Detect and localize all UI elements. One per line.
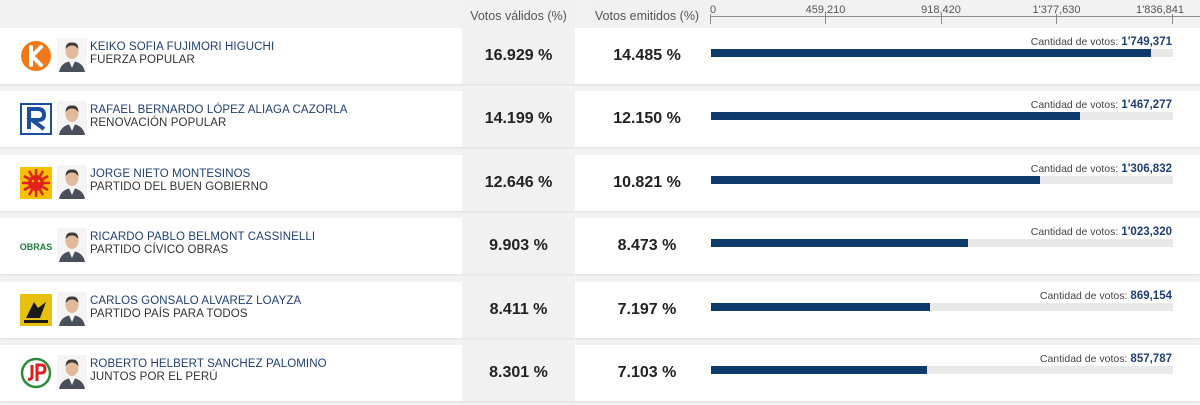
vote-bar: [711, 366, 927, 374]
emitted-votes-percent: 7.197 %: [589, 281, 705, 338]
candidate-row: ROBERTO HELBERT SANCHEZ PALOMINO JUNTOS P…: [0, 345, 1200, 401]
candidate-photo: [57, 164, 87, 199]
valid-votes-percent: 12.646 %: [462, 154, 575, 211]
votes-count: Cantidad de votos: 1'749,371: [1031, 36, 1172, 48]
vote-bar: [711, 302, 930, 311]
votes-count-label: Cantidad de votos:: [1039, 353, 1128, 365]
emitted-votes-percent: 10.821 %: [589, 154, 705, 211]
candidate-row: CARLOS GONSALO ALVAREZ LOAYZA PARTIDO PAÍ…: [0, 281, 1200, 338]
vote-bar-track: [711, 366, 1173, 374]
k-logo-icon: [20, 40, 52, 72]
axis-line: [710, 16, 1200, 17]
vote-bar: [711, 175, 1040, 184]
sun-logo-icon: [20, 166, 52, 199]
candidate-row: JORGE NIETO MONTESINOS PARTIDO DEL BUEN G…: [0, 154, 1200, 211]
votes-count-label: Cantidad de votos:: [1030, 99, 1119, 112]
votes-count-value: 1'467,277: [1121, 99, 1172, 112]
axis-tick: [825, 14, 827, 24]
votes-count: Cantidad de votos: 1'467,277: [1031, 99, 1172, 111]
jp-logo-icon: [20, 357, 52, 389]
votes-count-value: 1'306,832: [1121, 162, 1172, 175]
emitted-votes-percent: 7.103 %: [589, 345, 705, 401]
votes-count-value: 1'023,320: [1121, 226, 1172, 239]
valid-votes-percent: 9.903 %: [462, 218, 575, 275]
emitted-votes-percent: 8.473 %: [589, 218, 705, 275]
emitted-votes-percent: 14.485 %: [589, 28, 705, 84]
candidate-name: RAFAEL BERNARDO LÓPEZ ALIAGA CAZORLA: [90, 104, 348, 117]
vote-bar: [711, 49, 1151, 57]
axis-tick: [710, 14, 711, 24]
party-name: RENOVACIÓN POPULAR: [90, 117, 227, 130]
emitted-votes-header: Votos emitidos (%): [589, 0, 705, 28]
axis-tick-label: 459,210: [805, 4, 846, 16]
candidate-name: RICARDO PABLO BELMONT CASSINELLI: [90, 231, 316, 244]
axis-tick: [1172, 14, 1173, 24]
vote-bar-track: [711, 239, 1173, 248]
candidate-photo: [57, 291, 87, 326]
party-name: PARTIDO DEL BUEN GOBIERNO: [90, 180, 269, 193]
votes-axis: 0 459,210 918,420 1'377,630 1'836,841: [706, 0, 1200, 28]
obras-logo-icon: OBRAS: [20, 230, 53, 262]
axis-tick-label: 1'836,841: [1136, 4, 1184, 16]
vote-bar-track: [711, 175, 1173, 184]
candidate-row: KEIKO SOFIA FUJIMORI HIGUCHI FUERZA POPUL…: [0, 28, 1200, 84]
valid-votes-header: Votos válidos (%): [462, 0, 575, 28]
votes-count: Cantidad de votos: 857,787: [1040, 353, 1172, 365]
valid-votes-percent: 8.301 %: [462, 345, 575, 401]
votes-count: Cantidad de votos: 1'023,320: [1031, 226, 1172, 238]
valid-votes-percent: 14.199 %: [462, 91, 575, 148]
candidate-name: ROBERTO HELBERT SANCHEZ PALOMINO: [90, 358, 327, 370]
votes-count: Cantidad de votos: 869,154: [1040, 290, 1172, 302]
condor-logo-icon: [20, 293, 52, 326]
candidate-photo: [57, 355, 87, 389]
votes-count-label: Cantidad de votos:: [1039, 289, 1128, 302]
emitted-votes-percent: 12.150 %: [589, 91, 705, 148]
candidate-row: OBRAS RICARDO PABLO BELMONT CASSINELLI PAR…: [0, 218, 1200, 275]
candidate-photo: [57, 38, 87, 72]
candidate-name: CARLOS GONSALO ALVAREZ LOAYZA: [90, 294, 302, 307]
votes-count-value: 857,787: [1130, 353, 1172, 365]
vote-bar: [711, 112, 1081, 121]
votes-count-label: Cantidad de votos:: [1030, 36, 1119, 48]
candidate-photo: [57, 101, 87, 136]
r-logo-icon: [20, 103, 52, 136]
axis-tick-label: 918,420: [921, 4, 961, 16]
vote-bar-track: [711, 302, 1173, 311]
axis-tick-label: 1'377,630: [1032, 4, 1081, 16]
axis-tick-label: 0: [710, 4, 717, 16]
votes-count-value: 1'749,371: [1121, 36, 1172, 48]
valid-votes-percent: 16.929 %: [462, 28, 575, 84]
votes-count-label: Cantidad de votos:: [1030, 162, 1119, 175]
vote-bar: [711, 239, 969, 248]
obras-logo-text: OBRAS: [20, 242, 52, 252]
valid-votes-percent: 8.411 %: [462, 281, 575, 338]
votes-count-label: Cantidad de votos:: [1030, 226, 1119, 239]
vote-bar-track: [711, 49, 1173, 57]
votes-count-value: 869,154: [1130, 289, 1172, 302]
party-name: PARTIDO PAÍS PARA TODOS: [90, 307, 248, 320]
axis-tick: [1056, 14, 1058, 24]
axis-tick: [940, 14, 942, 24]
votes-count: Cantidad de votos: 1'306,832: [1031, 163, 1172, 175]
party-name: JUNTOS POR EL PERÚ: [90, 371, 218, 383]
candidate-name: JORGE NIETO MONTESINOS: [90, 167, 251, 180]
party-name: PARTIDO CÍVICO OBRAS: [90, 244, 229, 257]
party-name: FUERZA POPULAR: [90, 54, 195, 66]
candidate-photo: [57, 228, 87, 263]
candidate-name: KEIKO SOFIA FUJIMORI HIGUCHI: [90, 41, 275, 53]
vote-bar-track: [711, 112, 1173, 121]
candidate-row: RAFAEL BERNARDO LÓPEZ ALIAGA CAZORLA RENO…: [0, 91, 1200, 148]
